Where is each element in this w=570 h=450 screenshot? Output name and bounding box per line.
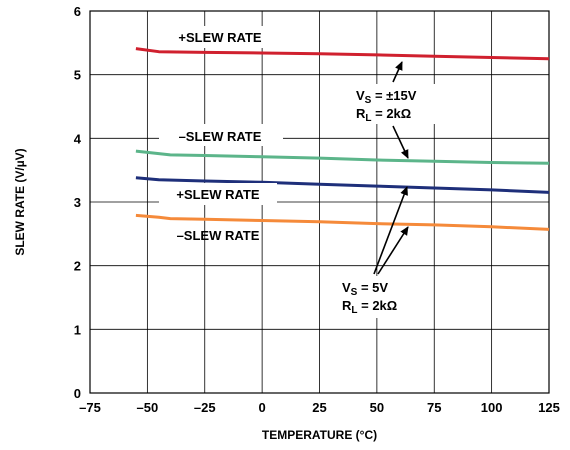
x-tick-label: 25 [312,400,326,415]
series-lines [135,47,550,231]
x-tick-label: 100 [481,400,503,415]
arrow-15v-to-plus [392,61,403,83]
series-line-2 [135,149,550,165]
y-tick-label: 1 [74,322,81,337]
label-mid-minus-slew-rate: –SLEW RATE [179,129,262,144]
condition-box-5v [338,276,422,318]
y-tick-label: 6 [74,4,81,19]
x-tick-label: 0 [259,400,266,415]
x-tick-label: 125 [538,400,560,415]
x-axis-title: TEMPERATURE (°C) [262,428,377,442]
arrow-5v-to-minus [377,226,409,275]
condition-rl-15v: RL = 2kΩ [356,106,411,124]
condition-vs-5v: VS = 5V [342,280,388,298]
x-tick-label: –25 [194,400,216,415]
y-axis-title: SLEW RATE (V/µV) [13,148,27,255]
label-bg-mid-plus [159,183,277,205]
grid [90,11,549,393]
label-bottom-minus-slew-rate: –SLEW RATE [177,228,260,243]
condition-box-15v [352,84,444,124]
label-mid-plus-slew-rate: +SLEW RATE [176,187,260,202]
y-tick-label: 5 [74,68,81,83]
condition-rl-5v: RL = 2kΩ [342,298,397,316]
y-tick-labels: 0 1 2 3 4 5 6 [74,4,82,401]
condition-vs-15v: VS = ±15V [356,88,417,106]
series-line-1 [135,47,550,61]
y-tick-label: 3 [74,195,81,210]
series-line-3 [135,176,550,194]
y-tick-label: 0 [74,386,81,401]
x-tick-label: –75 [79,400,101,415]
y-tick-label: 4 [74,131,82,146]
annotations: +SLEW RATE –SLEW RATE +SLEW RATE –SLEW R… [156,26,444,318]
arrow-15v-to-minus [392,125,409,159]
x-tick-label: 75 [427,400,441,415]
label-bg-mid-minus [159,124,283,146]
y-tick-label: 2 [74,259,81,274]
label-top-plus-slew-rate: +SLEW RATE [178,30,262,45]
x-tick-label: –50 [137,400,159,415]
series-line-4 [135,213,550,231]
label-bg-top-plus [156,26,278,48]
x-tick-label: 50 [370,400,384,415]
arrow-5v-to-plus [373,186,408,275]
x-tick-labels: –75 –50 –25 0 25 50 75 100 125 [79,400,560,415]
